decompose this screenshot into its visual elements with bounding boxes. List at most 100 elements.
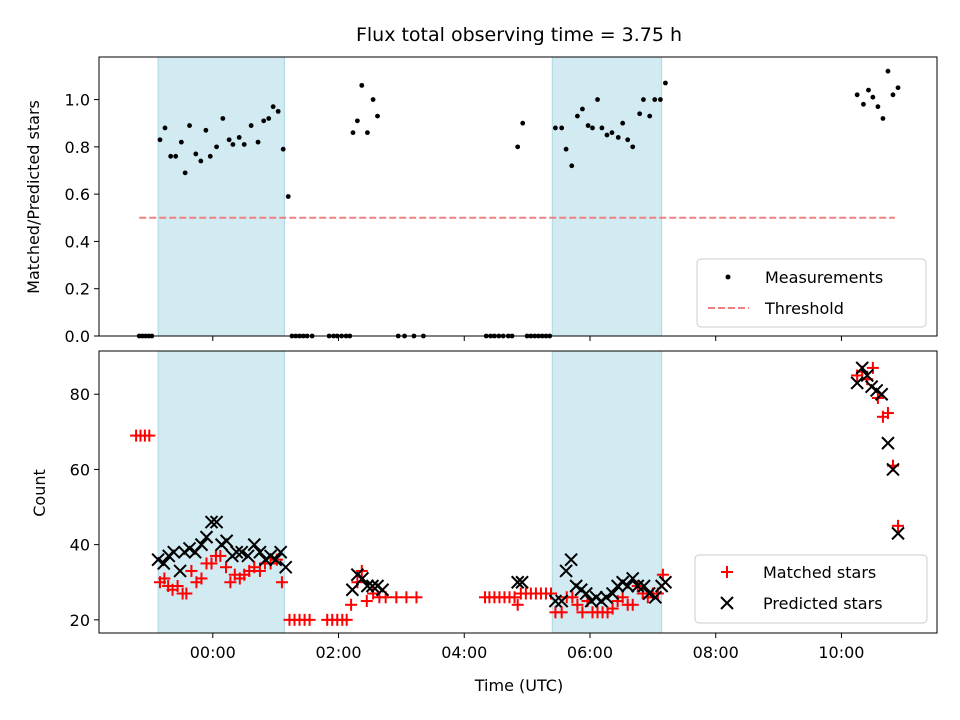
top-legend-box xyxy=(696,258,927,328)
x-axis-label: Time (UTC) xyxy=(474,676,563,695)
measurement-point xyxy=(625,137,631,143)
matched-point xyxy=(576,606,589,619)
measurement-point xyxy=(182,170,188,176)
measurement-point xyxy=(207,153,213,159)
bottom-x-tick-label: 10:00 xyxy=(818,643,864,662)
measurement-point xyxy=(599,125,605,131)
predicted-point xyxy=(173,564,187,578)
bottom-axes-frame xyxy=(98,350,938,634)
top-y-ticks: 0.0 0.2 0.4 0.6 0.8 1.0 xyxy=(65,91,99,346)
measurement-point xyxy=(162,125,168,131)
measurement-point xyxy=(880,116,886,121)
matched-point xyxy=(253,564,266,577)
bottom-y-tick-label: 20 xyxy=(70,611,90,630)
bottom-shaded-intervals xyxy=(157,350,663,634)
legend-predicted-label: Predicted stars xyxy=(763,594,883,613)
matched-point xyxy=(866,361,879,374)
top-x-ticks xyxy=(212,336,842,341)
predicted-point xyxy=(234,545,249,559)
matched-point xyxy=(360,595,373,608)
top-legend: Measurements Threshold xyxy=(696,258,927,328)
predicted-point xyxy=(247,537,261,552)
predicted-point xyxy=(626,571,640,586)
measurement-point xyxy=(359,82,365,88)
matched-point xyxy=(508,591,521,604)
bottom-x-tick-label: 02:00 xyxy=(315,643,361,662)
predicted-point xyxy=(209,515,224,529)
predicted-point xyxy=(850,376,864,390)
predicted-point xyxy=(268,552,283,567)
measurement-point xyxy=(641,97,646,102)
bottom-y-tick-label: 80 xyxy=(70,385,90,404)
predicted-point xyxy=(548,594,563,608)
measurement-point xyxy=(168,153,174,159)
measurement-point xyxy=(203,127,209,133)
predicted-point xyxy=(345,583,360,597)
predicted-point xyxy=(365,579,380,593)
predicted-point xyxy=(219,534,234,548)
top-y-tick-label: 0.6 xyxy=(65,185,90,204)
measurement-point xyxy=(585,123,591,128)
matched-point xyxy=(616,591,629,604)
bottom-y-tick-label: 40 xyxy=(70,536,90,555)
top-panel: 0.0 0.2 0.4 0.6 0.8 1.0 Matched/Predicted sta… xyxy=(24,56,938,346)
legend-matched-label: Matched stars xyxy=(763,563,876,582)
measurement-point xyxy=(559,125,565,131)
bottom-y-tick-label: 60 xyxy=(70,460,90,479)
chart-title: Flux total observing time = 3.75 h xyxy=(356,24,682,46)
matched-point xyxy=(626,598,639,611)
measurement-point xyxy=(178,139,184,145)
measurement-point xyxy=(157,137,163,143)
matched-point xyxy=(224,576,237,589)
measurement-point xyxy=(553,125,558,131)
measurement-point xyxy=(885,68,891,74)
legend-threshold-label: Threshold xyxy=(764,299,844,318)
matched-point xyxy=(180,587,193,600)
top-y-tick-label: 0.8 xyxy=(65,138,90,157)
bottom-x-tick-label: 06:00 xyxy=(567,643,613,662)
bottom-y-ticks: 20 40 60 80 xyxy=(70,385,99,630)
predicted-point xyxy=(204,515,219,529)
measurement-point xyxy=(861,101,866,107)
matched-point xyxy=(275,576,288,589)
bottom-x-ticks: 00:00 02:00 04:00 06:00 08:00 10:00 xyxy=(190,633,864,662)
predicted-point xyxy=(658,575,673,589)
predicted-point xyxy=(648,590,663,604)
predicted-point xyxy=(194,537,209,552)
matched-point xyxy=(303,613,316,626)
measurement-point xyxy=(370,97,376,102)
predicted-point xyxy=(620,579,635,593)
bottom-legend-box xyxy=(694,554,928,624)
matched-point xyxy=(340,613,353,626)
predicted-point xyxy=(241,549,255,563)
measurement-point xyxy=(280,146,286,152)
predicted-point xyxy=(637,579,651,593)
legend-measurements-label: Measurements xyxy=(765,268,883,287)
matched-point xyxy=(171,580,184,592)
measurement-point xyxy=(275,108,281,114)
top-shaded-intervals xyxy=(157,56,663,337)
measurement-point xyxy=(615,134,621,140)
measurement-point xyxy=(285,194,291,199)
predicted-point xyxy=(515,575,529,589)
top-y-tick-label: 0.0 xyxy=(65,327,90,346)
measurement-point xyxy=(580,106,585,112)
measurement-point xyxy=(226,137,232,143)
top-y-tick-label: 0.2 xyxy=(65,280,90,299)
top-y-tick-label: 1.0 xyxy=(65,91,90,110)
predicted-point xyxy=(273,545,288,559)
matched-point xyxy=(606,602,619,615)
measurement-point xyxy=(236,134,242,140)
predicted-point xyxy=(605,586,620,601)
measurement-point xyxy=(270,104,276,110)
matched-point xyxy=(555,606,568,619)
measurement-point xyxy=(187,123,192,128)
measurement-point xyxy=(890,92,896,98)
predicted-point xyxy=(881,436,895,450)
predicted-point xyxy=(167,545,181,559)
predicted-point xyxy=(874,387,889,401)
measurement-point xyxy=(241,142,247,147)
matched-point xyxy=(390,591,403,604)
